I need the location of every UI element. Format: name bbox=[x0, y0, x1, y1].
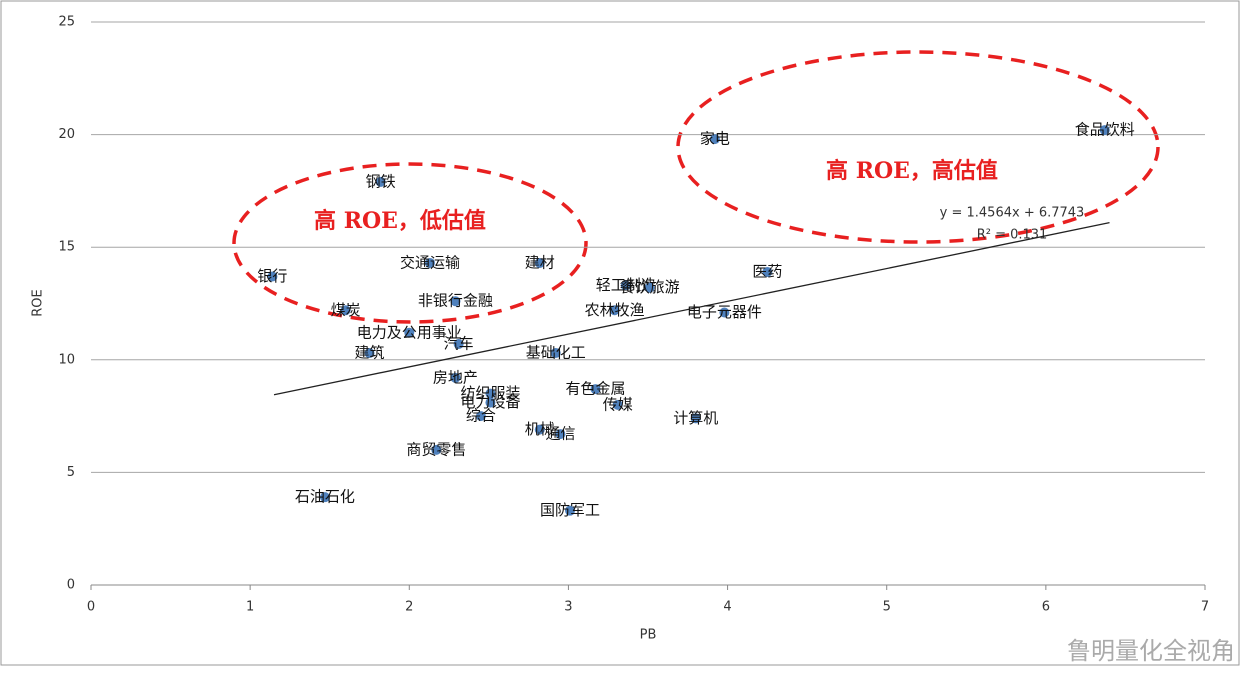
point bbox=[1099, 125, 1110, 136]
point bbox=[709, 134, 720, 145]
point bbox=[424, 257, 435, 268]
point-label: 银行 bbox=[257, 267, 287, 285]
x-tick-label: 4 bbox=[723, 600, 731, 615]
point bbox=[620, 280, 631, 291]
point-label: 非银行金融 bbox=[418, 292, 493, 310]
point-label: 家电 bbox=[700, 130, 730, 148]
y-tick-label: 5 bbox=[67, 465, 75, 480]
x-axis-title: PB bbox=[640, 628, 657, 643]
y-tick-label: 10 bbox=[58, 352, 75, 367]
point-label: 轻工制造 bbox=[596, 276, 656, 294]
point-label: 通信 bbox=[545, 425, 575, 443]
x-tick-label: 1 bbox=[246, 600, 254, 615]
trend-equation: y = 1.4564x + 6.7743 bbox=[940, 206, 1085, 221]
y-tick-label: 15 bbox=[58, 240, 75, 255]
point-label: 煤炭 bbox=[331, 301, 361, 319]
annotation: 高 ROE，高估值 bbox=[826, 158, 998, 184]
point bbox=[590, 384, 601, 395]
point-label: 交通运输 bbox=[400, 253, 460, 271]
point-label: 餐饮旅游 bbox=[620, 278, 680, 296]
y-axis-title: ROE bbox=[31, 289, 46, 316]
point bbox=[485, 397, 496, 408]
point bbox=[719, 307, 730, 318]
point bbox=[550, 348, 561, 359]
x-tick-label: 6 bbox=[1042, 600, 1050, 615]
point bbox=[319, 492, 330, 503]
point-label: 纺织服装 bbox=[460, 384, 520, 402]
point bbox=[364, 348, 375, 359]
point bbox=[340, 305, 351, 316]
y-tick-label: 0 bbox=[67, 578, 75, 593]
x-tick-label: 3 bbox=[564, 600, 572, 615]
point-label: 钢铁 bbox=[366, 172, 396, 190]
point bbox=[431, 444, 442, 455]
point-label: 机械 bbox=[525, 420, 555, 438]
point-label: 计算机 bbox=[673, 409, 718, 427]
point bbox=[565, 505, 576, 516]
highlight-ellipse bbox=[232, 162, 588, 324]
point bbox=[609, 305, 620, 316]
y-tick-label: 20 bbox=[58, 127, 75, 142]
point-label: 传媒 bbox=[603, 395, 633, 413]
watermark: 鲁明量化全视角 bbox=[1067, 637, 1235, 665]
point-label: 医药 bbox=[752, 262, 782, 280]
point bbox=[450, 372, 461, 383]
point bbox=[534, 257, 545, 268]
point-label: 电力及公用事业 bbox=[357, 323, 462, 341]
point bbox=[690, 413, 701, 424]
highlight-ellipse bbox=[676, 50, 1160, 244]
point-label: 电力设备 bbox=[460, 393, 520, 411]
point-label: 食品饮料 bbox=[1075, 121, 1135, 139]
point-label: 商贸零售 bbox=[406, 440, 466, 458]
point bbox=[534, 424, 545, 435]
trend-r2: R² = 0.131 bbox=[977, 228, 1048, 243]
x-tick-label: 0 bbox=[87, 600, 95, 615]
x-tick-label: 7 bbox=[1201, 600, 1209, 615]
point-label: 农林牧渔 bbox=[585, 301, 645, 319]
point-label: 综合 bbox=[466, 407, 496, 425]
point bbox=[485, 388, 496, 399]
x-tick-label: 2 bbox=[405, 600, 413, 615]
trendline bbox=[273, 222, 1110, 396]
point bbox=[453, 339, 464, 350]
annotation: 高 ROE，低估值 bbox=[314, 208, 486, 234]
point bbox=[375, 176, 386, 187]
point-label: 建材 bbox=[525, 253, 555, 271]
point-label: 汽车 bbox=[444, 335, 474, 353]
point-label: 电子元器件 bbox=[687, 303, 762, 321]
y-tick-label: 25 bbox=[58, 15, 75, 30]
point bbox=[762, 266, 773, 277]
point bbox=[644, 282, 655, 293]
point bbox=[612, 399, 623, 410]
point-label: 国防军工 bbox=[540, 501, 600, 519]
point-label: 石油石化 bbox=[295, 488, 355, 506]
point-label: 建筑 bbox=[354, 344, 384, 362]
point-label: 有色金属 bbox=[565, 380, 625, 398]
point-label: 基础化工 bbox=[526, 344, 586, 362]
point bbox=[404, 327, 415, 338]
point-label: 房地产 bbox=[433, 368, 478, 386]
point bbox=[450, 296, 461, 307]
point bbox=[267, 271, 278, 282]
point bbox=[475, 411, 486, 422]
x-tick-label: 5 bbox=[883, 600, 891, 615]
point bbox=[555, 429, 566, 440]
